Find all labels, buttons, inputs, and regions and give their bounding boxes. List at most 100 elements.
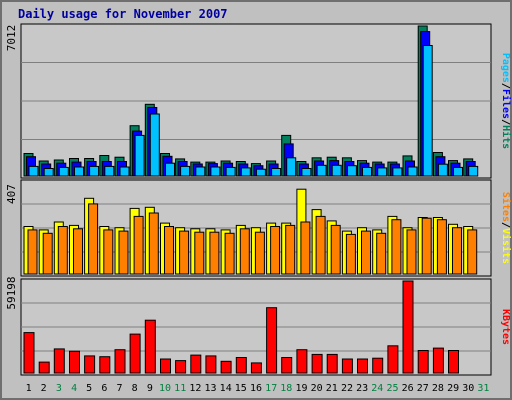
x-tick-label: 14 (220, 383, 232, 394)
bar-requests-pages-12 (195, 166, 206, 177)
x-tick-label: 21 (326, 383, 338, 394)
legend-item-requests: Pages (500, 53, 511, 83)
bar-visits-sites-13 (209, 231, 220, 275)
bar-visits-sites-27 (421, 217, 432, 275)
bar-kbytes-kbytes-21 (326, 353, 338, 374)
bar-visits-sites-2 (42, 232, 53, 275)
bar-kbytes-kbytes-16 (250, 362, 262, 374)
bar-kbytes-kbytes-26 (402, 280, 414, 374)
bar-kbytes-kbytes-13 (205, 355, 217, 374)
x-tick-label: 30 (462, 383, 474, 394)
bar-requests-pages-8 (134, 134, 145, 177)
legend-visits: Sites/Visits (500, 192, 512, 264)
bar-requests-pages-22 (346, 165, 357, 177)
bar-visits-sites-9 (148, 212, 159, 275)
bar-requests-pages-28 (437, 163, 448, 177)
bar-kbytes-kbytes-18 (281, 357, 293, 374)
x-tick-label: 18 (280, 383, 292, 394)
bar-requests-pages-29 (453, 166, 463, 177)
x-tick-label: 6 (101, 383, 107, 394)
bar-requests-pages-10 (165, 162, 175, 177)
x-tick-label: 9 (147, 383, 153, 394)
legend-item-visits: / (500, 222, 511, 228)
bar-requests-pages-9 (149, 113, 160, 177)
bar-requests-pages-27 (422, 45, 433, 177)
x-tick-label: 28 (432, 383, 444, 394)
bar-visits-sites-30 (467, 229, 478, 275)
x-tick-label: 20 (311, 383, 323, 394)
bar-requests-pages-19 (301, 168, 312, 177)
bar-kbytes-kbytes-29 (448, 350, 459, 374)
bar-kbytes-kbytes-11 (175, 360, 187, 374)
bar-visits-sites-19 (300, 221, 311, 275)
bar-kbytes-kbytes-24 (372, 357, 384, 374)
bar-requests-pages-13 (210, 166, 221, 177)
bar-requests-pages-23 (362, 166, 372, 177)
x-tick-label: 11 (174, 383, 186, 394)
x-tick-label: 31 (477, 383, 489, 394)
bar-requests-pages-7 (119, 166, 130, 177)
bar-visits-sites-15 (239, 228, 250, 275)
legend-kbytes: KBytes (500, 309, 511, 345)
legend-item-requests: / (500, 119, 511, 125)
ymax-label-visits: 407 (5, 184, 18, 204)
x-tick-label: 1 (26, 383, 32, 394)
legend-item-kbytes: KBytes (500, 309, 511, 345)
bar-kbytes-kbytes-7 (114, 349, 126, 374)
bar-kbytes-kbytes-1 (23, 332, 35, 374)
bar-requests-pages-24 (377, 167, 388, 177)
bar-kbytes-kbytes-27 (417, 350, 429, 374)
legend-item-requests: Files (500, 89, 512, 119)
chart-title: Daily usage for November 2007 (18, 7, 228, 21)
legend-requests: Pages/Files/Hits (500, 53, 512, 149)
bar-requests-pages-30 (468, 165, 479, 177)
bar-requests-pages-17 (271, 168, 282, 177)
bar-visits-sites-12 (194, 231, 205, 275)
bar-requests-pages-14 (225, 166, 236, 177)
bar-kbytes-kbytes-22 (341, 358, 353, 374)
bar-kbytes-kbytes-3 (53, 348, 65, 374)
bar-kbytes-kbytes-20 (311, 353, 323, 374)
bar-visits-sites-5 (88, 203, 99, 275)
x-tick-label: 22 (341, 383, 353, 394)
x-tick-label: 16 (250, 383, 262, 394)
bar-kbytes-kbytes-19 (296, 349, 308, 374)
x-tick-label: 3 (56, 383, 62, 394)
x-tick-label: 15 (235, 383, 247, 394)
bar-requests-pages-15 (240, 167, 251, 177)
bar-visits-sites-25 (391, 219, 402, 275)
x-tick-label: 25 (386, 383, 398, 394)
bar-visits-sites-22 (345, 233, 356, 275)
bar-visits-sites-14 (224, 232, 235, 275)
bar-kbytes-kbytes-5 (84, 355, 96, 374)
bar-visits-sites-18 (285, 224, 296, 275)
x-tick-label: 8 (132, 383, 138, 394)
bar-visits-sites-21 (330, 224, 341, 275)
bar-requests-pages-5 (89, 165, 100, 177)
bar-visits-sites-4 (73, 228, 83, 275)
bar-requests-pages-11 (180, 165, 191, 177)
x-tick-label: 2 (41, 383, 47, 394)
bar-visits-sites-28 (436, 219, 447, 275)
legend-item-visits: Sites (500, 192, 512, 222)
bar-visits-sites-29 (452, 227, 462, 275)
bar-requests-pages-25 (392, 167, 403, 177)
bar-visits-sites-7 (118, 230, 129, 275)
bar-visits-sites-3 (57, 226, 68, 275)
bar-requests-pages-21 (331, 164, 342, 177)
bar-visits-sites-24 (376, 232, 387, 275)
bar-kbytes-kbytes-14 (220, 360, 232, 374)
bar-kbytes-kbytes-23 (357, 358, 368, 374)
bar-visits-sites-1 (27, 229, 38, 275)
x-tick-label: 19 (295, 383, 307, 394)
bar-visits-sites-11 (179, 230, 190, 275)
ymax-label-kbytes: 59198 (5, 276, 18, 309)
x-tick-label: 12 (189, 383, 201, 394)
bar-kbytes-kbytes-2 (38, 361, 50, 374)
bar-kbytes-kbytes-6 (99, 356, 111, 374)
bar-kbytes-kbytes-8 (129, 333, 141, 374)
bar-kbytes-kbytes-9 (144, 319, 156, 374)
x-tick-label: 24 (371, 383, 383, 394)
bar-visits-sites-16 (254, 231, 265, 275)
x-tick-label: 23 (356, 383, 368, 394)
